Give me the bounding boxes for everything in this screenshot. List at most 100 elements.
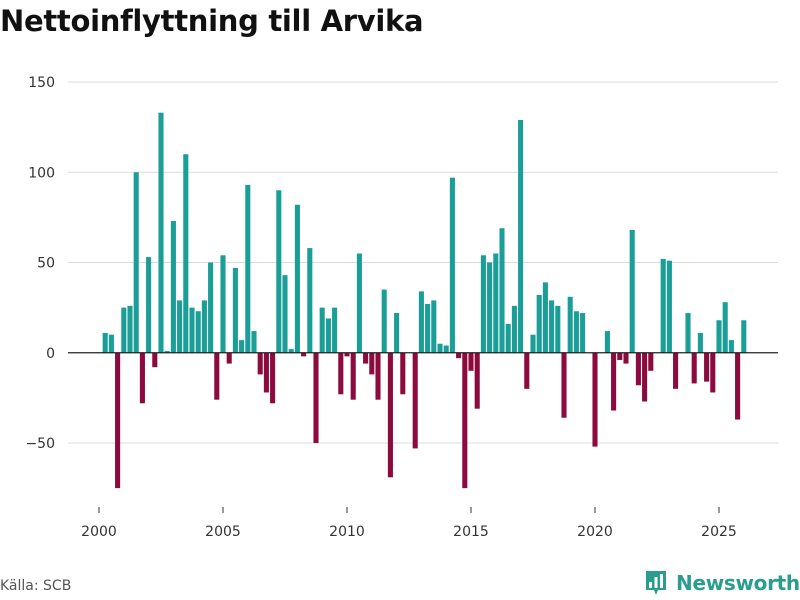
x-tick-label: 2010 — [329, 524, 365, 540]
bar — [127, 305, 133, 353]
bar — [437, 343, 443, 353]
bar — [474, 352, 480, 409]
bar — [487, 262, 493, 353]
bar — [648, 352, 654, 371]
source-note: Källa: SCB — [0, 578, 72, 594]
bar — [214, 352, 220, 400]
bar — [139, 352, 145, 404]
bar — [276, 190, 282, 353]
bar — [369, 352, 375, 375]
bar — [400, 352, 406, 395]
bar — [580, 313, 586, 353]
y-tick-label: 50 — [37, 256, 55, 272]
bar — [505, 323, 511, 353]
bar — [208, 262, 214, 353]
x-tick-label: 2025 — [701, 524, 737, 540]
bar — [282, 275, 288, 353]
bar — [542, 282, 548, 353]
bar — [263, 352, 269, 393]
bar — [239, 340, 245, 353]
bar — [313, 352, 319, 443]
newsworthy-bar-chart-icon — [646, 571, 666, 595]
bar — [511, 305, 517, 353]
bar — [443, 345, 449, 353]
y-tick-label: 0 — [46, 346, 55, 362]
bar — [691, 352, 697, 384]
bar — [604, 331, 610, 353]
bar — [381, 289, 387, 353]
bar — [338, 352, 344, 395]
bar — [251, 331, 257, 353]
bar — [635, 352, 641, 386]
bar — [189, 307, 195, 353]
bar — [183, 154, 189, 353]
bar-chart: −50 0 50 100 150 2000 2005 2010 2015 2020 2025 — [25, 75, 778, 540]
x-tick-label: 2020 — [577, 524, 613, 540]
x-axis-ticks: 2000 2005 2010 2015 2020 2025 — [81, 507, 737, 540]
bar — [673, 352, 679, 389]
bar — [685, 313, 691, 353]
bar — [493, 253, 499, 353]
bar — [480, 255, 486, 353]
bar — [350, 352, 356, 400]
bar — [573, 311, 579, 353]
bar — [524, 352, 530, 389]
bar — [611, 352, 617, 411]
bar — [518, 119, 524, 353]
y-tick-label: −50 — [25, 436, 55, 452]
bar — [332, 307, 338, 353]
bar — [499, 228, 505, 353]
bar — [530, 334, 536, 353]
bar — [462, 352, 468, 489]
bar — [449, 177, 455, 353]
bar — [592, 352, 598, 447]
bar — [226, 352, 232, 364]
bar — [617, 352, 623, 360]
bar — [363, 352, 369, 364]
bar — [387, 352, 393, 478]
bar — [555, 305, 561, 353]
bar — [697, 332, 703, 353]
y-tick-label: 150 — [28, 75, 55, 91]
bar — [288, 349, 294, 353]
bar — [728, 340, 734, 353]
y-tick-label: 100 — [28, 165, 55, 181]
bar — [567, 296, 573, 353]
bar — [301, 352, 307, 357]
bar — [722, 302, 728, 353]
bar — [270, 352, 276, 404]
bar — [412, 352, 418, 449]
chart-title: Nettoinflyttning till Arvika — [0, 4, 424, 38]
brand-name: Newsworthy — [676, 571, 800, 595]
bar — [660, 258, 666, 353]
x-tick-label: 2000 — [81, 524, 117, 540]
bar — [375, 352, 381, 400]
bar — [561, 352, 567, 418]
brand-logo[interactable]: Newsworthy — [644, 568, 800, 598]
bar — [158, 112, 164, 353]
bar — [629, 230, 635, 353]
x-tick-label: 2015 — [453, 524, 489, 540]
bar — [121, 307, 127, 353]
bar — [146, 257, 152, 353]
bar — [220, 255, 226, 353]
bar — [307, 248, 313, 353]
bars — [102, 112, 747, 489]
bar — [666, 260, 672, 353]
bar — [245, 184, 251, 353]
bar — [642, 352, 648, 402]
bar — [741, 320, 747, 353]
bar — [549, 300, 555, 353]
bar — [177, 300, 183, 353]
y-axis-ticks: −50 0 50 100 150 — [25, 75, 55, 452]
x-tick-label: 2005 — [205, 524, 241, 540]
bar — [344, 352, 350, 357]
bar — [710, 352, 716, 393]
bar — [115, 352, 121, 489]
bar — [257, 352, 263, 375]
bar — [232, 267, 238, 353]
bar — [468, 352, 474, 371]
bar — [623, 352, 629, 364]
bar — [325, 318, 331, 353]
bar — [164, 350, 170, 353]
